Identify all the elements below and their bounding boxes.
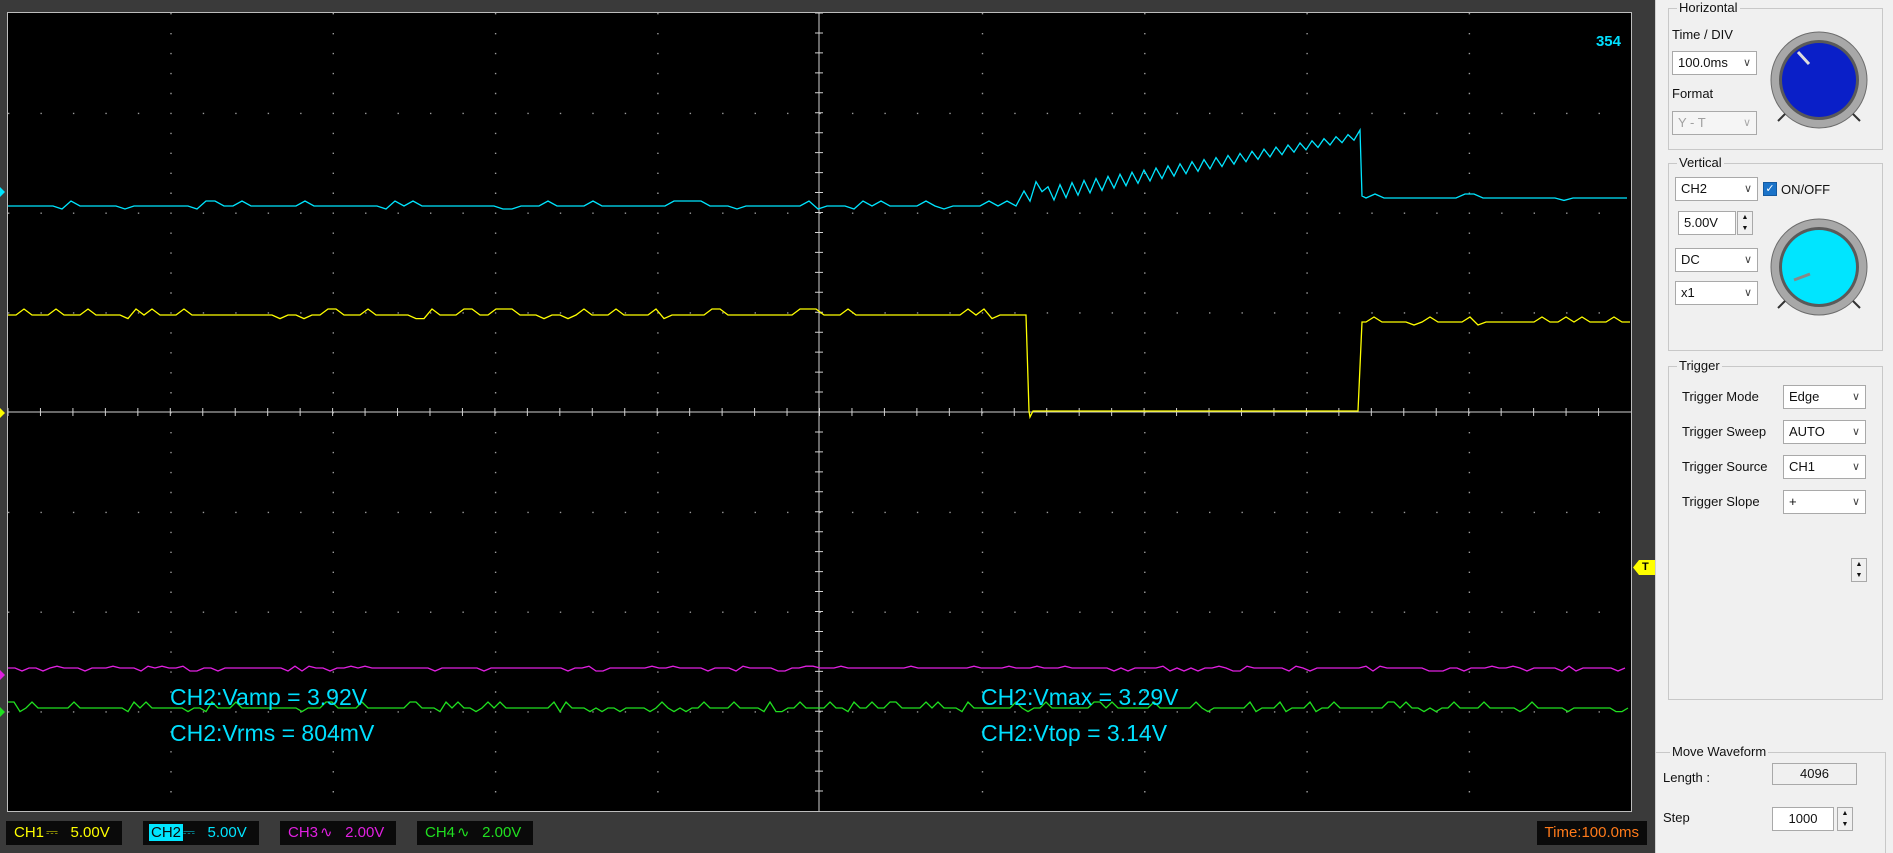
- acquisition-counter: 354: [1596, 33, 1621, 50]
- chevron-down-icon: ∨: [1852, 386, 1860, 408]
- ch3-name: CH3: [286, 824, 320, 841]
- volt-div-input[interactable]: 5.00V: [1678, 211, 1736, 235]
- volt-div-value: 5.00V: [1684, 215, 1718, 230]
- vertical-group: Vertical CH2 ∨ ✓ ON/OFF 5.00V ▲ ▼ DC ∨ x1…: [1668, 163, 1883, 351]
- chevron-down-icon: ∨: [1852, 456, 1860, 478]
- ac-coupling-icon: ∿: [457, 824, 470, 841]
- move-waveform-group: Move Waveform Length : 4096 Step 1000 ▲ ▼: [1656, 752, 1886, 853]
- channel-value: CH2: [1681, 181, 1707, 196]
- coupling-select[interactable]: DC ∨: [1675, 248, 1758, 272]
- trigger-group: Trigger Trigger Mode Edge ∨ Trigger Swee…: [1668, 366, 1883, 700]
- volt-div-knob[interactable]: [1768, 216, 1870, 318]
- dc-coupling-icon: ⎓: [46, 824, 58, 841]
- time-div-select[interactable]: 100.0ms ∨: [1672, 51, 1757, 75]
- trigger-source-label: Trigger Source: [1682, 459, 1768, 474]
- ch3-status[interactable]: CH3 ∿ 2.00V: [280, 821, 396, 845]
- trigger-slope-value: +: [1789, 494, 1797, 509]
- trigger-mode-value: Edge: [1789, 389, 1819, 404]
- channel-level-markers: [0, 0, 8, 853]
- channel-select[interactable]: CH2 ∨: [1675, 177, 1758, 201]
- time-div-label: Time / DIV: [1672, 27, 1733, 42]
- chevron-down-icon: ∨: [1743, 52, 1751, 74]
- ch2-status[interactable]: CH2 ⎓ 5.00V: [143, 821, 259, 845]
- dc-coupling-icon: ⎓: [183, 824, 195, 841]
- trigger-slope-select[interactable]: + ∨: [1783, 490, 1866, 514]
- oscilloscope-frame: 354 CH2:Vamp = 3.92V CH2:Vrms = 804mV CH…: [0, 0, 1655, 853]
- ch2-scale: 5.00V: [208, 824, 247, 841]
- probe-select[interactable]: x1 ∨: [1675, 281, 1758, 305]
- trigger-mode-label: Trigger Mode: [1682, 389, 1759, 404]
- volt-div-spinner[interactable]: ▲ ▼: [1737, 211, 1753, 235]
- trigger-title: Trigger: [1677, 358, 1722, 373]
- step-value: 1000: [1789, 811, 1818, 826]
- format-select: Y - T ∨: [1672, 111, 1757, 135]
- coupling-value: DC: [1681, 252, 1700, 267]
- vertical-title: Vertical: [1677, 155, 1724, 170]
- format-label: Format: [1672, 86, 1713, 101]
- ac-coupling-icon: ∿: [320, 824, 333, 841]
- chevron-down-icon: ∨: [1852, 491, 1860, 513]
- trigger-sweep-label: Trigger Sweep: [1682, 424, 1766, 439]
- chevron-down-icon: ∨: [1744, 282, 1752, 304]
- onoff-label: ON/OFF: [1781, 182, 1830, 197]
- trigger-level-spinner[interactable]: ▲ ▼: [1851, 558, 1867, 582]
- chevron-down-icon: ∨: [1744, 178, 1752, 200]
- onoff-checkbox[interactable]: ✓: [1763, 182, 1777, 196]
- trigger-sweep-select[interactable]: AUTO ∨: [1783, 420, 1866, 444]
- horizontal-title: Horizontal: [1677, 0, 1740, 15]
- ch3-scale: 2.00V: [345, 824, 384, 841]
- format-value: Y - T: [1678, 115, 1706, 130]
- measurement-vmax: CH2:Vmax = 3.29V: [981, 684, 1179, 711]
- chevron-down-icon: ∨: [1743, 112, 1751, 134]
- chevron-down-icon: ∨: [1744, 249, 1752, 271]
- ch4-status[interactable]: CH4 ∿ 2.00V: [417, 821, 533, 845]
- ch3-level-marker[interactable]: [0, 670, 5, 680]
- trigger-source-value: CH1: [1789, 459, 1815, 474]
- measurement-vtop: CH2:Vtop = 3.14V: [981, 720, 1167, 747]
- length-label: Length :: [1663, 770, 1710, 785]
- probe-value: x1: [1681, 285, 1695, 300]
- trigger-sweep-value: AUTO: [1789, 424, 1825, 439]
- trigger-source-select[interactable]: CH1 ∨: [1783, 455, 1866, 479]
- ch2-trace: [8, 130, 1627, 209]
- trigger-level-marker[interactable]: T: [1633, 560, 1655, 575]
- ch3-trace: [8, 666, 1625, 671]
- step-spinner[interactable]: ▲ ▼: [1837, 807, 1853, 831]
- ch4-scale: 2.00V: [482, 824, 521, 841]
- ch1-level-marker[interactable]: [0, 408, 5, 418]
- control-panel: Horizontal Time / DIV 100.0ms ∨ Format Y…: [1655, 0, 1893, 853]
- graticule-grid: [8, 13, 1600, 792]
- waveform-display[interactable]: 354 CH2:Vamp = 3.92V CH2:Vrms = 804mV CH…: [7, 12, 1632, 812]
- status-bar: CH1 ⎓ 5.00V CH2 ⎓ 5.00V CH3 ∿ 2.00V CH4 ∿ 2.…: [0, 814, 1655, 853]
- trigger-mode-select[interactable]: Edge ∨: [1783, 385, 1866, 409]
- ch1-scale: 5.00V: [71, 824, 110, 841]
- measurement-vrms: CH2:Vrms = 804mV: [170, 720, 374, 747]
- time-div-knob[interactable]: [1768, 29, 1870, 131]
- trigger-slope-label: Trigger Slope: [1682, 494, 1760, 509]
- move-waveform-title: Move Waveform: [1670, 744, 1768, 759]
- ch1-status[interactable]: CH1 ⎓ 5.00V: [6, 821, 122, 845]
- trigger-marker-label: T: [1642, 560, 1649, 575]
- timebase-readout: Time:100.0ms: [1537, 821, 1647, 845]
- ch4-level-marker[interactable]: [0, 707, 5, 717]
- step-label: Step: [1663, 810, 1690, 825]
- ch4-name: CH4: [423, 824, 457, 841]
- ch2-level-marker[interactable]: [0, 187, 5, 197]
- ch1-name: CH1: [12, 824, 46, 841]
- chevron-down-icon: ∨: [1852, 421, 1860, 443]
- length-value: 4096: [1772, 763, 1857, 785]
- step-input[interactable]: 1000: [1772, 807, 1834, 831]
- measurement-vamp: CH2:Vamp = 3.92V: [170, 684, 367, 711]
- ch2-name: CH2: [149, 824, 183, 841]
- time-div-value: 100.0ms: [1678, 55, 1728, 70]
- horizontal-group: Horizontal Time / DIV 100.0ms ∨ Format Y…: [1668, 8, 1883, 150]
